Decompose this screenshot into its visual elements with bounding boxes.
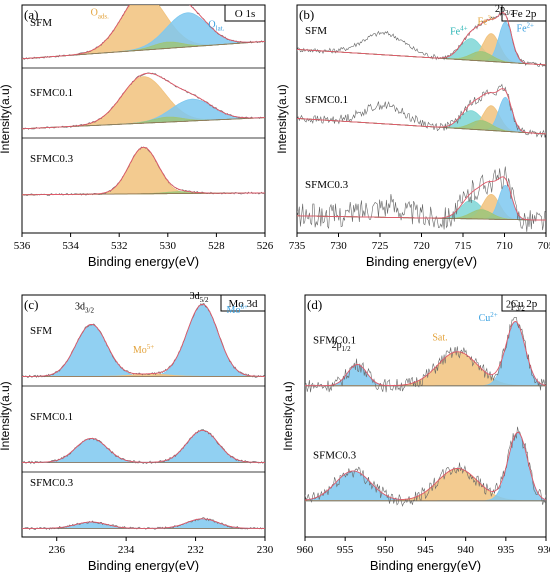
x-tick-label: 960 [297,544,314,556]
x-tick-label: 232 [187,544,204,556]
x-axis-label: Binding energy(eV) [88,254,199,269]
x-axis-label: Binding energy(eV) [366,254,477,269]
fit-envelope [22,146,265,196]
panel-label: (c) [24,297,38,312]
peak-annotation: Sat. [432,332,447,343]
component-peak [22,518,265,529]
peak-annotation: 2p3/2 [495,4,514,17]
x-tick-label: 234 [118,544,135,556]
sample-label: SFM [30,325,52,337]
x-tick-label: 940 [457,544,474,556]
x-tick-label: 930 [538,544,550,556]
x-tick-label: 705 [538,240,550,252]
x-tick-label: 935 [498,544,515,556]
title-box [220,294,266,312]
x-axis-label: Binding energy(eV) [370,558,481,572]
panel-label: (a) [24,7,38,22]
peak-annotation: Fe4+ [450,25,468,38]
component-peak [22,76,265,130]
x-tick-label: 720 [413,240,430,252]
chart-title: O 1s [235,8,255,20]
peak-annotation: 3d5/2 [190,291,209,304]
fit-envelope [305,321,546,387]
sample-label: SFMC0.1 [305,94,348,106]
plot-frame [21,294,266,538]
panel-label: (d) [307,297,322,312]
title-box [224,4,266,22]
x-tick-label: 710 [496,240,513,252]
fit-envelope [297,88,546,135]
peak-annotation: 2p1/2 [332,340,351,353]
chart-title: Mo 3d [228,298,258,310]
peak-annotation: 2p3/2 [506,299,525,312]
y-axis-label: Intensity(a.u) [275,84,289,153]
sample-label: SFMC0.3 [313,449,357,461]
plot-area [297,9,546,232]
plot-area [22,5,265,196]
panel-b: 735 730 725 720 715 710 705 Binding energy(eV) I… [275,4,550,269]
x-tick-label: 532 [111,240,128,252]
x-tick-label: 530 [160,240,177,252]
fit-envelope [22,429,265,463]
raw-spectrum [297,9,546,67]
sample-label: SFMC0.3 [305,179,349,191]
fit-envelope [297,176,546,221]
x-tick-label: 735 [289,240,306,252]
fit-envelope [297,12,546,66]
y-axis-label: Intensity(a.u) [0,381,12,450]
x-tick-label: 534 [62,240,79,252]
panel-a: 536 534 532 530 528 526 Binding energy(eV) Inte… [0,4,274,269]
chart-title: Fe 2p [512,8,537,20]
y-axis-label: Intensity(a.u) [0,84,12,153]
x-tick-label: 528 [208,240,225,252]
fit-envelope [22,303,265,377]
panel-d: 960 955 950 945 940 935 930 Binding energy(eV) I… [281,294,550,572]
plot-area [22,303,265,530]
peak-annotation: Mo6+ [227,303,248,316]
plot-area [305,317,546,507]
y-axis-label: Intensity(a.u) [281,381,295,450]
raw-spectrum [297,166,546,232]
sample-label: SFMC0.3 [30,477,74,489]
x-tick-label: 950 [377,544,394,556]
sample-label: SFMC0.1 [30,87,73,99]
peak-annotation: Oads. [91,7,110,20]
sample-label: SFMC0.3 [30,153,74,165]
fit-envelope [22,5,265,60]
title-box [501,294,547,312]
x-tick-label: 715 [455,240,472,252]
component-peak [297,21,546,66]
peak-annotation: Cu2+ [479,311,498,324]
x-tick-label: 536 [14,240,31,252]
x-tick-label: 526 [257,240,274,252]
component-peak [22,430,265,463]
x-axis-label: Binding energy(eV) [88,558,199,572]
x-tick-label: 230 [257,544,274,556]
x-tick-label: 725 [372,240,389,252]
x-tick-label: 945 [417,544,434,556]
x-tick-label: 955 [337,544,354,556]
peak-annotation: Fe2+ [517,22,535,35]
sample-label: SFMC0.1 [313,334,356,346]
sample-label: SFM [30,17,52,29]
fit-envelope [22,72,265,130]
sample-label: SFMC0.1 [30,411,73,423]
panel-c: 236 234 232 230 Binding energy(eV) Intensity(… [0,291,274,572]
sample-label: SFM [305,25,327,37]
x-tick-label: 236 [48,544,65,556]
panel-label: (b) [299,7,314,22]
fit-envelope [305,431,546,501]
peak-annotation: Olat. [208,20,224,33]
peak-annotation: Mo5+ [133,343,154,356]
peak-annotation: Fe3+ [478,14,496,27]
peak-annotation: 3d3/2 [75,302,94,315]
chart-title: Cu 2p [511,298,538,310]
x-tick-label: 730 [330,240,347,252]
fit-envelope [22,518,265,529]
